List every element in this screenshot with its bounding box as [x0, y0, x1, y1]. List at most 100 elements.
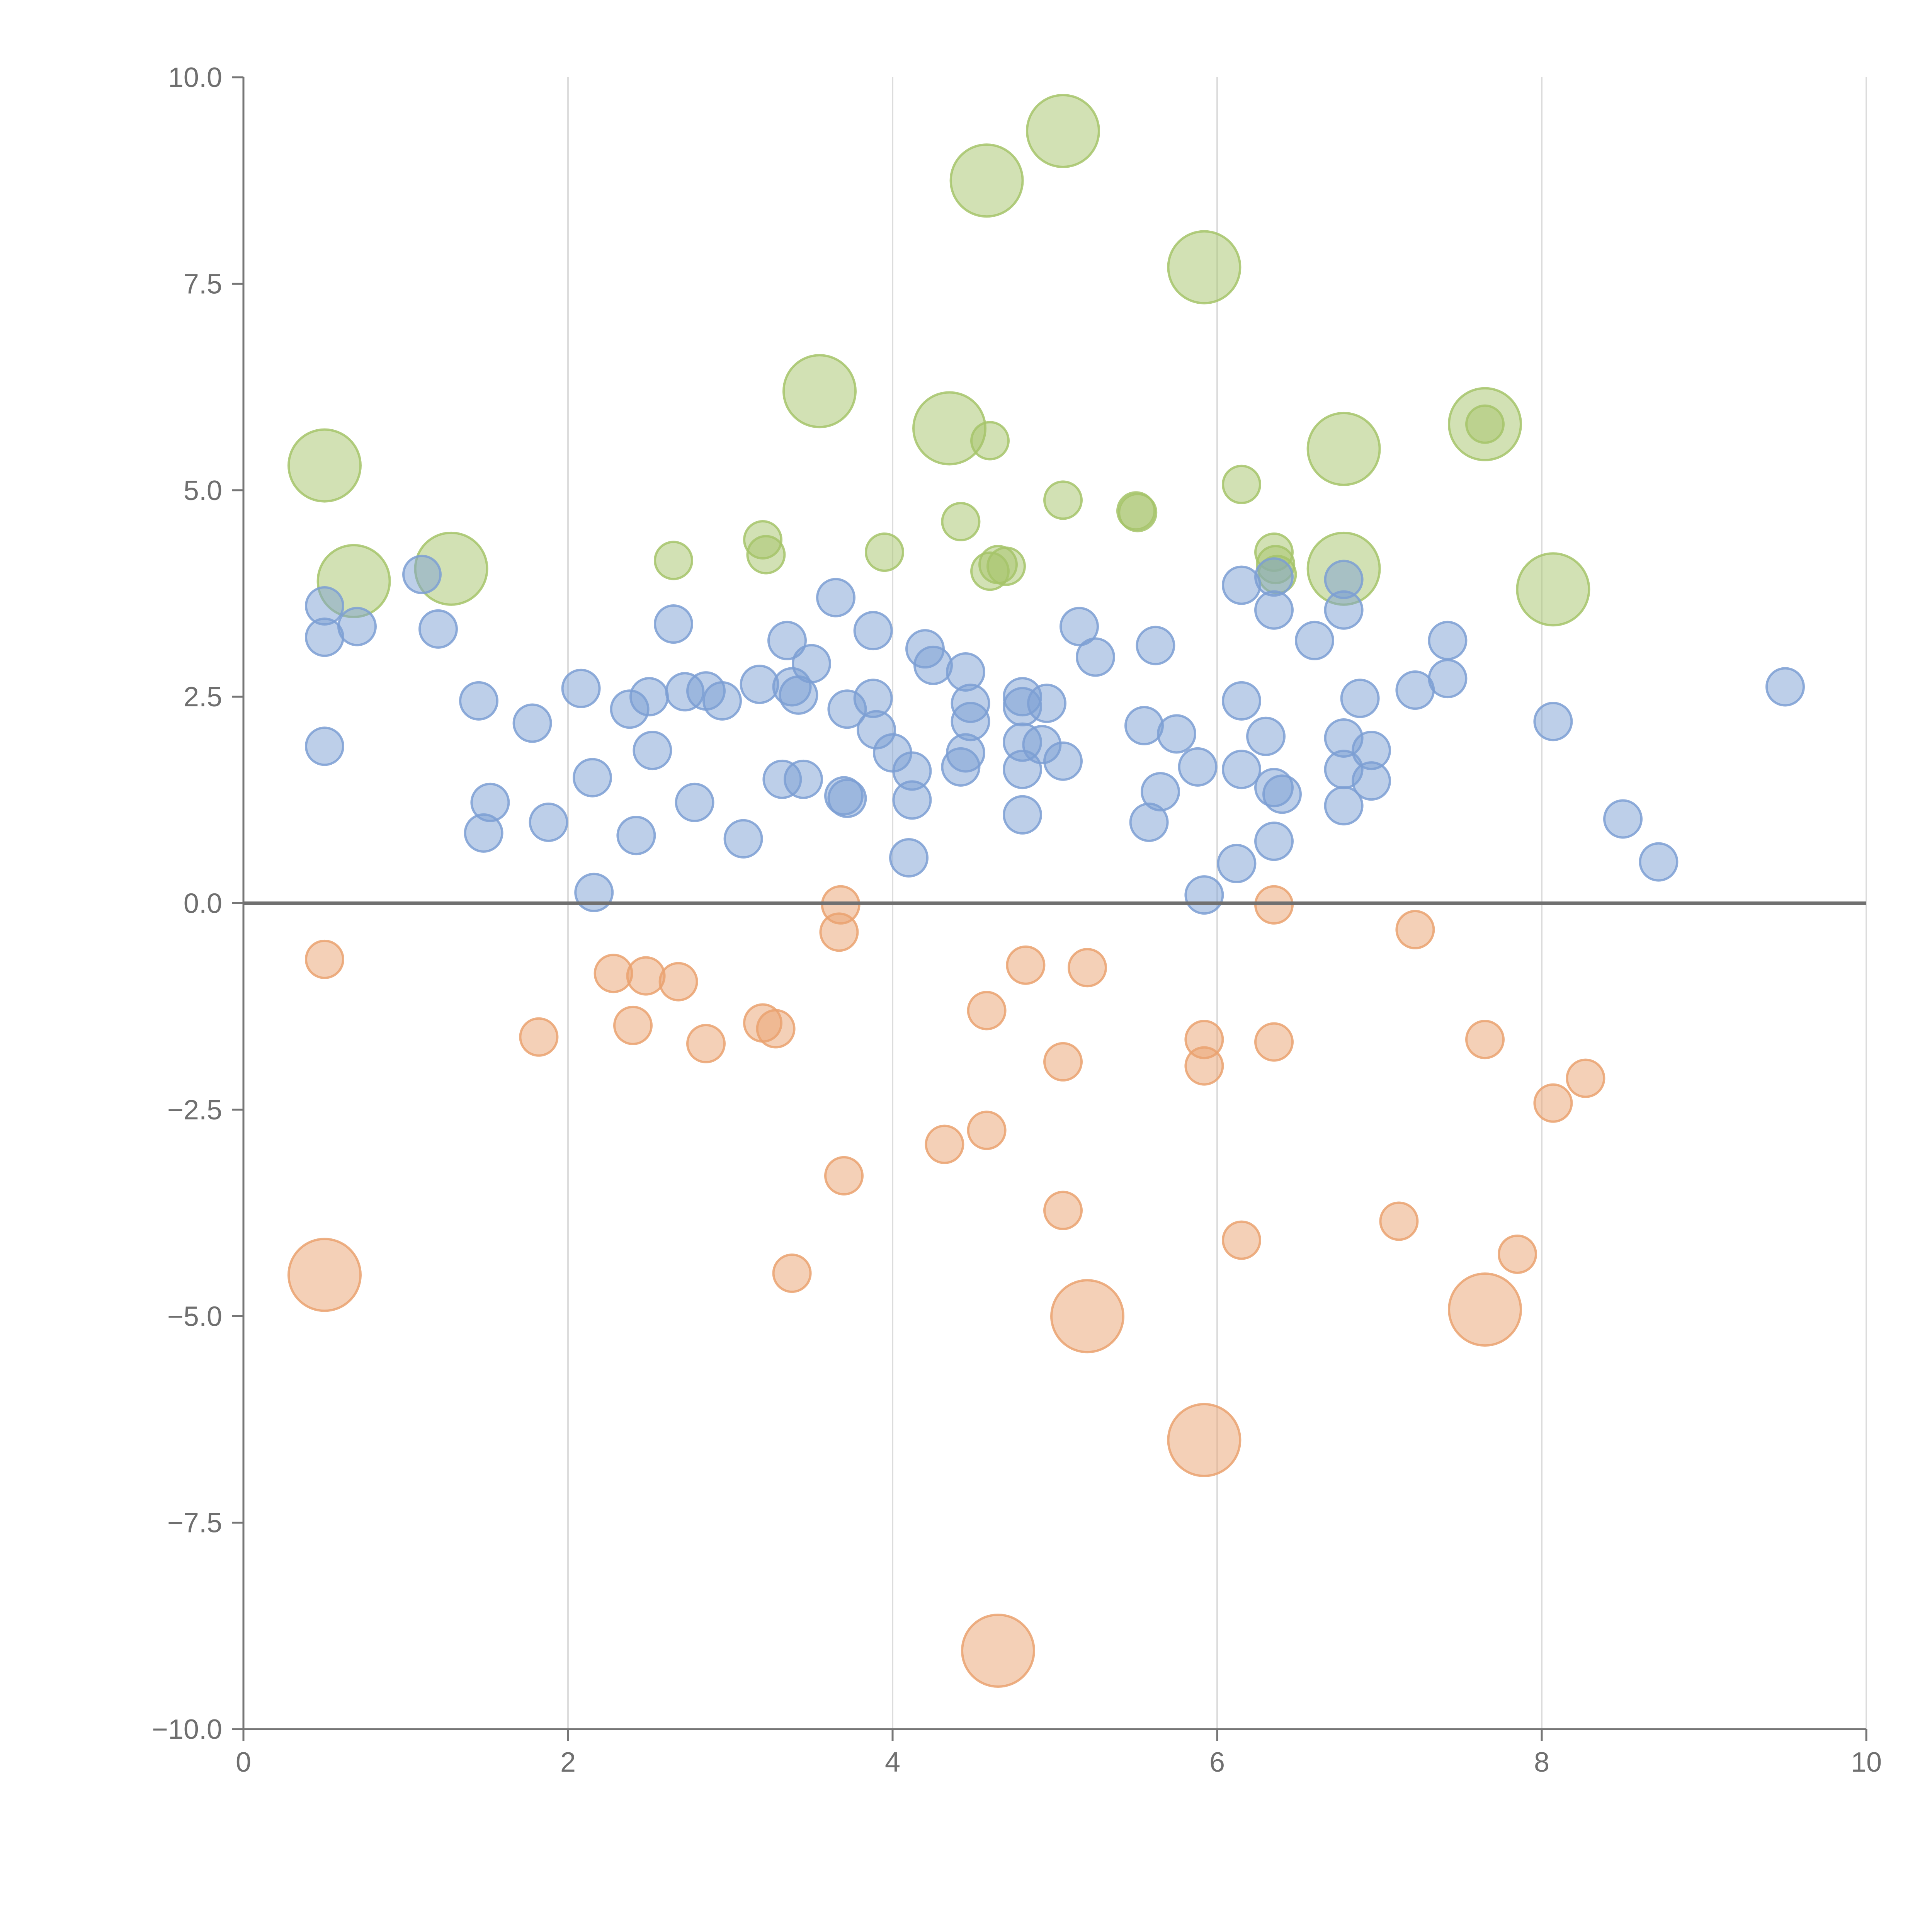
y-axis-ticks: 10.0 7.5 5.0 2.5 0.0 −2.5 −5.0 −7.5 −10.0: [152, 62, 243, 1745]
blue-bubble: [1003, 795, 1042, 835]
orange-bubble: [287, 1238, 362, 1312]
orange-bubble: [1465, 1020, 1505, 1060]
green-bubble: [1306, 412, 1381, 486]
x-tick-label: 2: [560, 1747, 576, 1778]
series-green: [287, 94, 1590, 627]
orange-bubble: [1068, 948, 1107, 988]
blue-bubble: [1324, 786, 1364, 826]
blue-bubble: [1178, 747, 1218, 787]
green-bubble: [949, 143, 1024, 218]
blue-bubble: [1136, 626, 1175, 665]
orange-bubble: [1566, 1058, 1605, 1098]
orange-bubble: [925, 1124, 964, 1164]
orange-bubble: [519, 1017, 559, 1057]
blue-bubble: [1141, 772, 1180, 811]
blue-bubble: [675, 782, 714, 822]
blue-bubble: [1765, 667, 1805, 707]
blue-bubble: [574, 872, 614, 912]
orange-bubble: [819, 912, 859, 952]
blue-bubble: [561, 668, 601, 708]
series-blue: [305, 554, 1805, 915]
orange-bubble: [1379, 1201, 1419, 1241]
orange-bubble: [686, 1024, 726, 1063]
blue-bubble: [1639, 842, 1679, 882]
blue-bubble: [1352, 761, 1391, 801]
blue-bubble: [1254, 557, 1294, 597]
y-tick-label: 7.5: [184, 269, 222, 299]
blue-bubble: [951, 684, 990, 723]
blue-bubble: [1324, 590, 1364, 630]
orange-bubble: [824, 1156, 864, 1196]
data-points: [287, 94, 1805, 1688]
orange-bubble: [1254, 1022, 1294, 1062]
blue-bubble: [827, 779, 867, 818]
blue-bubble: [816, 578, 855, 617]
blue-bubble: [892, 780, 932, 820]
blue-bubble: [1076, 637, 1115, 677]
blue-bubble: [654, 604, 693, 644]
blue-bubble: [792, 644, 831, 684]
y-tick-label: 0.0: [184, 888, 222, 919]
green-bubble: [912, 391, 986, 466]
x-tick-label: 10: [1851, 1747, 1882, 1778]
green-bubble: [986, 546, 1026, 586]
blue-bubble: [1043, 741, 1083, 781]
green-bubble: [1167, 230, 1242, 304]
green-bubble: [1465, 404, 1505, 444]
blue-bubble: [1184, 875, 1224, 915]
green-bubble: [1516, 552, 1590, 627]
orange-bubble: [967, 991, 1007, 1031]
blue-bubble: [402, 554, 442, 594]
orange-bubble: [626, 956, 666, 996]
green-bubble: [287, 428, 362, 503]
blue-bubble: [784, 759, 823, 799]
blue-bubble: [767, 621, 807, 660]
orange-bubble: [1222, 1220, 1261, 1260]
green-bubble: [1118, 493, 1158, 532]
blue-bubble: [1246, 716, 1286, 756]
x-tick-label: 0: [236, 1747, 251, 1778]
blue-bubble: [1295, 621, 1334, 660]
green-bubble: [746, 535, 786, 575]
orange-bubble: [305, 939, 344, 979]
y-tick-label: 2.5: [184, 682, 222, 713]
orange-bubble: [613, 1005, 653, 1045]
orange-bubble: [772, 1253, 812, 1293]
orange-bubble: [1498, 1234, 1537, 1274]
green-bubble: [941, 502, 981, 541]
blue-bubble: [1222, 681, 1261, 721]
orange-bubble: [1395, 910, 1435, 949]
orange-bubble: [658, 962, 698, 1002]
orange-bubble: [1006, 945, 1046, 985]
blue-bubble: [573, 758, 612, 798]
blue-bubble: [1603, 799, 1643, 839]
blue-bubble: [529, 803, 568, 842]
y-tick-label: 5.0: [184, 475, 222, 506]
blue-bubble: [913, 645, 953, 685]
y-tick-label: −5.0: [167, 1301, 222, 1332]
x-tick-label: 8: [1534, 1747, 1549, 1778]
x-axis-ticks: 0 2 4 6 8 10: [236, 1729, 1882, 1778]
blue-bubble: [305, 726, 344, 766]
orange-bubble: [1167, 1403, 1242, 1477]
y-tick-label: 10.0: [168, 62, 222, 93]
blue-bubble: [1060, 607, 1099, 646]
y-tick-label: −7.5: [167, 1508, 222, 1539]
y-tick-label: −2.5: [167, 1095, 222, 1126]
orange-bubble: [1043, 1190, 1083, 1230]
blue-bubble: [1222, 565, 1261, 605]
blue-bubble: [1254, 590, 1294, 630]
x-tick-label: 4: [885, 1747, 900, 1778]
orange-bubble: [1184, 1046, 1224, 1086]
blue-bubble: [629, 677, 669, 717]
orange-bubble: [1050, 1279, 1124, 1354]
blue-bubble: [1428, 621, 1468, 660]
green-bubble: [654, 541, 693, 580]
green-bubble: [970, 421, 1010, 461]
green-bubble: [1043, 480, 1083, 520]
blue-bubble: [853, 611, 893, 651]
blue-bubble: [1124, 706, 1164, 745]
blue-bubble: [723, 819, 763, 859]
blue-bubble: [1222, 750, 1261, 789]
